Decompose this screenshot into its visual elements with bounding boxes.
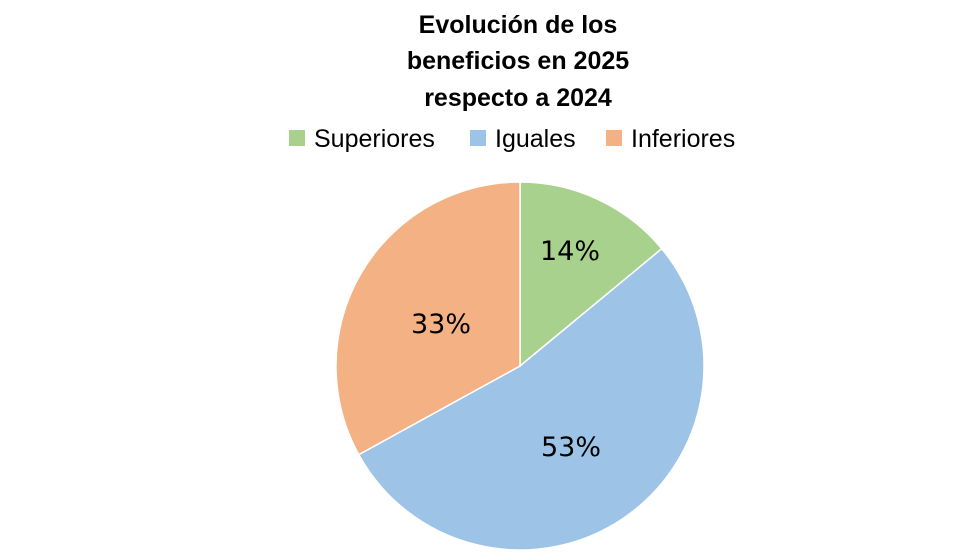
chart-title-line-1: Evolución de los: [419, 11, 618, 39]
slice-label-inferiores: 33%: [411, 309, 471, 340]
pie-slice-superiores: [519, 181, 663, 368]
pie-slice-iguales: [357, 247, 705, 551]
legend-swatch-iguales: [470, 130, 486, 146]
legend-label-superiores: Superiores: [314, 125, 435, 153]
legend: Superiores Iguales Inferiores: [289, 125, 735, 153]
chart-title-line-3: respecto a 2024: [424, 84, 612, 112]
chart-title-line-2: beneficios en 2025: [407, 47, 629, 75]
legend-label-iguales: Iguales: [495, 125, 576, 153]
pie-slices: [335, 181, 705, 551]
legend-swatch-superiores: [289, 130, 305, 146]
chart-title: Evolución de los beneficios en 2025 resp…: [407, 11, 629, 112]
slice-label-iguales: 53%: [541, 432, 601, 463]
pie-slice-inferiores: [335, 181, 521, 456]
slice-label-superiores: 14%: [540, 236, 600, 267]
legend-swatch-inferiores: [606, 130, 622, 146]
legend-label-inferiores: Inferiores: [631, 125, 735, 153]
slice-labels: 14% 53% 33%: [411, 236, 601, 463]
